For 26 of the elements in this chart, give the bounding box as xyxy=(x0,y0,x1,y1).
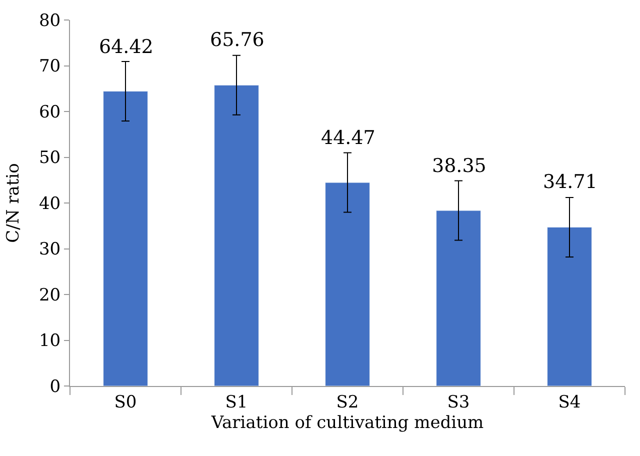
data-label: 65.76 xyxy=(210,29,264,51)
y-tick-label: 10 xyxy=(38,331,61,352)
x-tick-label: S1 xyxy=(225,392,248,412)
y-tick-label: 30 xyxy=(38,240,61,260)
y-axis-title: C/N ratio xyxy=(4,163,24,243)
bar xyxy=(547,226,592,386)
data-label: 44.47 xyxy=(321,127,376,149)
x-tick-label: S4 xyxy=(558,392,581,412)
bar xyxy=(214,84,259,386)
data-label: 38.35 xyxy=(432,155,486,177)
data-label: 64.42 xyxy=(99,36,154,58)
x-axis-title: Variation of cultivating medium xyxy=(210,412,484,433)
x-tick-label: S3 xyxy=(447,392,470,412)
x-tick-label: S0 xyxy=(114,392,137,412)
y-tick-label: 40 xyxy=(38,194,61,214)
x-tick-label: S2 xyxy=(336,392,359,412)
bar xyxy=(103,91,148,386)
y-tick-label: 20 xyxy=(38,285,61,306)
y-tick-label: 70 xyxy=(38,56,61,77)
y-tick-label: 50 xyxy=(38,148,61,168)
data-label: 34.71 xyxy=(543,171,598,193)
y-tick-label: 60 xyxy=(38,102,61,122)
y-tick-label: 80 xyxy=(38,10,61,31)
bar xyxy=(436,210,481,386)
bar xyxy=(325,182,370,386)
y-tick-label: 0 xyxy=(50,376,61,397)
